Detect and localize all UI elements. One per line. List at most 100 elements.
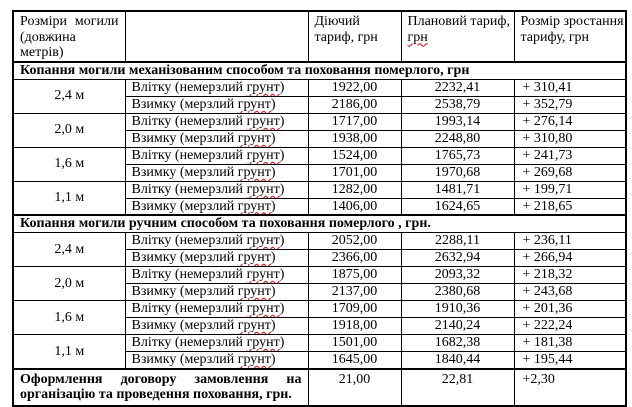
tariff-growth-cell: + 218,65	[513, 197, 627, 216]
header-current-line2: тариф, грн	[314, 29, 378, 45]
season-text-close: )	[270, 130, 276, 146]
header-growth-column: Розмір зростання тарифу, грн	[513, 10, 627, 64]
header-row: Розміри могили (довжина метрів) Діючий т…	[12, 10, 627, 64]
misspelled-word: грунт	[246, 335, 280, 351]
current-tariff-cell: 1709,00	[307, 300, 402, 319]
season-text-close: )	[270, 96, 276, 112]
misspelled-word: грунт	[246, 301, 280, 317]
grave-size-cell: 2,4 м	[12, 78, 126, 114]
tariff-row: 1,1 м Влітку (немерзлий грунт) 1501,00 1682…	[12, 334, 627, 370]
tariff-row: 2,4 м Влітку (немерзлий грунт) 2052,00 2288…	[12, 232, 627, 268]
contract-current-tariff-cell: 21,00	[307, 367, 402, 407]
tariff-table: Розміри могили (довжина метрів) Діючий т…	[12, 10, 627, 407]
season-text: Влітку (немерзлий	[131, 147, 247, 163]
season-cell: Влітку (немерзлий грунт)	[124, 146, 309, 165]
current-tariff-cell: 1938,00	[307, 129, 402, 148]
season-text-close: )	[279, 147, 285, 163]
planned-tariff-cell: 2632,94	[400, 249, 515, 268]
grave-size-cell: 2,4 м	[12, 232, 126, 268]
contract-tariff-growth-cell: +2,30	[513, 367, 627, 407]
misspelled-word: грунт	[246, 79, 280, 95]
season-cell: Влітку (немерзлий грунт)	[124, 232, 309, 251]
season-text: Влітку (немерзлий	[131, 79, 247, 95]
planned-tariff-cell: 2093,32	[400, 266, 515, 285]
current-tariff-cell: 2137,00	[307, 283, 402, 302]
season-cell: Взимку (мерзлий грунт)	[124, 283, 309, 302]
season-cell: Взимку (мерзлий грунт)	[124, 317, 309, 336]
season-cell: Взимку (мерзлий грунт)	[124, 95, 309, 114]
section-title: Копання могили механізованим способом та…	[12, 61, 627, 80]
tariff-growth-cell: + 266,94	[513, 249, 627, 268]
contract-registration-label: Оформлення договору замовлення на органі…	[12, 367, 309, 407]
current-tariff-cell: 1645,00	[307, 351, 402, 370]
misspelled-word: грунт	[246, 267, 280, 283]
tariff-row: Взимку (мерзлий грунт) 1938,00 2248,80 + 31…	[13, 129, 627, 148]
grave-size-cell: 1,6 м	[12, 146, 126, 182]
header-size-line3: метрів)	[20, 45, 64, 61]
tariff-row: Взимку (мерзлий грунт) 2137,00 2380,68 + 24…	[13, 283, 627, 302]
season-text: Взимку (мерзлий	[131, 352, 238, 368]
current-tariff-cell: 1918,00	[307, 317, 402, 336]
season-text: Взимку (мерзлий	[131, 284, 238, 300]
season-cell: Взимку (мерзлий грунт)	[124, 351, 309, 370]
season-text-close: )	[279, 181, 285, 197]
tariff-growth-cell: + 269,68	[513, 163, 627, 182]
tariff-growth-cell: + 241,73	[513, 146, 627, 165]
current-tariff-cell: 1701,00	[307, 163, 402, 182]
season-text-close: )	[270, 284, 276, 300]
tariff-row: 1,1 м Влітку (немерзлий грунт) 1282,00 1481…	[12, 180, 627, 216]
planned-tariff-cell: 2232,41	[400, 78, 515, 97]
season-cell: Влітку (немерзлий грунт)	[124, 300, 309, 319]
planned-tariff-cell: 2140,24	[400, 317, 515, 336]
tariff-row: 2,0 м Влітку (немерзлий грунт) 1875,00 2093…	[12, 266, 627, 302]
tariff-growth-cell: + 222,24	[513, 317, 627, 336]
season-cell: Влітку (немерзлий грунт)	[124, 334, 309, 353]
planned-tariff-cell: 1624,65	[400, 197, 515, 216]
season-text: Влітку (немерзлий	[131, 267, 247, 283]
header-size-line1: Розміри могили	[20, 14, 119, 29]
season-text-close: )	[270, 198, 276, 214]
header-planned-line1: Плановий тариф,	[407, 14, 510, 29]
contract-registration-row: Оформлення договору замовлення на органі…	[12, 367, 627, 407]
planned-tariff-cell: 1765,73	[400, 146, 515, 165]
season-cell: Взимку (мерзлий грунт)	[124, 249, 309, 268]
season-text-close: )	[279, 113, 285, 129]
planned-tariff-cell: 1970,68	[400, 163, 515, 182]
planned-tariff-cell: 2248,80	[400, 129, 515, 148]
contract-planned-tariff-cell: 22,81	[400, 367, 515, 407]
misspelled-word: грунт	[237, 96, 271, 112]
season-text-close: )	[279, 79, 285, 95]
section-header-row: Копання могили механізованим способом та…	[12, 61, 627, 80]
misspelled-word: грунт	[246, 113, 280, 129]
current-tariff-cell: 2052,00	[307, 232, 402, 251]
current-tariff-cell: 1922,00	[307, 78, 402, 97]
season-text-close: )	[279, 233, 285, 249]
season-text-close: )	[279, 335, 285, 351]
season-text: Взимку (мерзлий	[131, 96, 238, 112]
current-tariff-cell: 1717,00	[307, 112, 402, 131]
section-header-row: Копання могили ручним способом та похова…	[12, 214, 627, 234]
season-text: Взимку (мерзлий	[131, 130, 238, 146]
season-text-close: )	[270, 164, 276, 180]
contract-label-line1: Оформлення договору замовлення на	[20, 371, 302, 387]
season-text: Взимку (мерзлий	[131, 198, 238, 214]
season-text-close: )	[270, 352, 276, 368]
season-text: Влітку (немерзлий	[131, 233, 247, 249]
header-planned-tariff-column: Плановий тариф, грн	[400, 10, 515, 64]
tariff-growth-cell: + 236,11	[513, 232, 627, 251]
header-growth-line1: Розмір зростання	[520, 14, 624, 29]
tariff-row: 2,0 м Влітку (немерзлий грунт) 1717,00 1993…	[12, 112, 627, 148]
tariff-growth-cell: + 181,38	[513, 334, 627, 353]
misspelled-word: грунт	[246, 181, 280, 197]
tariff-growth-cell: + 243,68	[513, 283, 627, 302]
tariff-growth-cell: + 201,36	[513, 300, 627, 319]
season-cell: Взимку (мерзлий грунт)	[124, 197, 309, 216]
planned-tariff-cell: 1910,36	[400, 300, 515, 319]
season-text-close: )	[270, 318, 276, 334]
contract-label-line2: організацію та проведення поховання, грн…	[20, 387, 292, 403]
tariff-row: 1,6 м Влітку (немерзлий грунт) 1524,00 1765…	[12, 146, 627, 182]
planned-tariff-cell: 1840,44	[400, 351, 515, 370]
misspelled-word: грунт	[237, 318, 271, 334]
grave-size-cell: 1,1 м	[12, 180, 126, 216]
